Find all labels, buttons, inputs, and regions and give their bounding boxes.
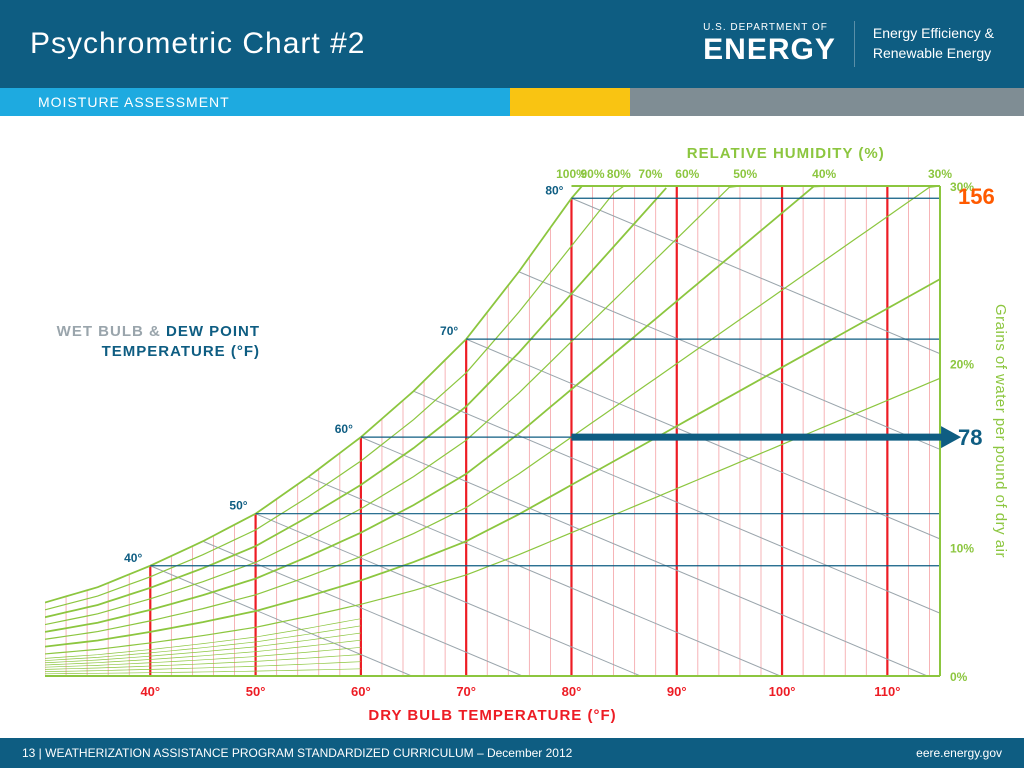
svg-text:50%: 50%: [733, 167, 757, 181]
svg-text:40%: 40%: [812, 167, 836, 181]
dept-label: U.S. DEPARTMENT OF: [703, 22, 836, 33]
svg-text:60°: 60°: [351, 684, 371, 699]
svg-text:70°: 70°: [456, 684, 476, 699]
svg-text:80°: 80°: [545, 183, 563, 197]
footer-right: eere.energy.gov: [916, 746, 1002, 760]
svg-text:60°: 60°: [335, 422, 353, 436]
subbar-yellow: [510, 88, 630, 116]
subbar-gray: [630, 88, 1024, 116]
energy-logo: ENERGY: [703, 33, 836, 67]
svg-text:90°: 90°: [667, 684, 687, 699]
svg-text:0%: 0%: [950, 670, 968, 684]
svg-text:Grains of water per pound of d: Grains of water per pound of dry air: [992, 304, 1009, 558]
svg-text:110°: 110°: [874, 684, 900, 699]
svg-text:40°: 40°: [124, 551, 142, 565]
psychrometric-chart: 40°50°60°70°80°90°100°110°100%90%80%70%6…: [0, 116, 1024, 738]
svg-text:40°: 40°: [140, 684, 160, 699]
svg-text:78: 78: [958, 425, 982, 450]
tagline-2: Renewable Energy: [873, 44, 994, 64]
page-title: Psychrometric Chart #2: [30, 27, 365, 61]
svg-text:70°: 70°: [440, 324, 458, 338]
svg-text:50°: 50°: [229, 499, 247, 513]
svg-text:60%: 60%: [675, 167, 699, 181]
svg-text:RELATIVE HUMIDITY (%): RELATIVE HUMIDITY (%): [687, 145, 885, 162]
svg-text:30%: 30%: [928, 167, 952, 181]
chart-area: 40°50°60°70°80°90°100°110°100%90%80%70%6…: [0, 116, 1024, 738]
tagline: Energy Efficiency & Renewable Energy: [873, 24, 994, 63]
svg-text:80%: 80%: [607, 167, 631, 181]
svg-text:DRY BULB TEMPERATURE (°F): DRY BULB TEMPERATURE (°F): [368, 707, 616, 724]
header: Psychrometric Chart #2 U.S. DEPARTMENT O…: [0, 0, 1024, 88]
logo-area: U.S. DEPARTMENT OF ENERGY Energy Efficie…: [703, 21, 994, 67]
footer-left: 13 | WEATHERIZATION ASSISTANCE PROGRAM S…: [22, 746, 572, 760]
logo-divider: [854, 21, 855, 67]
subbar-label: MOISTURE ASSESSMENT: [0, 88, 510, 116]
svg-text:100°: 100°: [769, 684, 796, 699]
svg-text:10%: 10%: [950, 541, 974, 555]
footer: 13 | WEATHERIZATION ASSISTANCE PROGRAM S…: [0, 738, 1024, 768]
svg-text:TEMPERATURE (°F): TEMPERATURE (°F): [102, 343, 260, 360]
tagline-1: Energy Efficiency &: [873, 24, 994, 44]
svg-text:WET BULB & DEW POINT: WET BULB & DEW POINT: [57, 323, 260, 340]
svg-text:70%: 70%: [638, 167, 662, 181]
svg-text:50°: 50°: [246, 684, 266, 699]
sub-bar: MOISTURE ASSESSMENT: [0, 88, 1024, 116]
svg-text:90%: 90%: [581, 167, 605, 181]
svg-text:80°: 80°: [562, 684, 582, 699]
svg-text:156: 156: [958, 184, 995, 209]
svg-text:20%: 20%: [950, 358, 974, 372]
